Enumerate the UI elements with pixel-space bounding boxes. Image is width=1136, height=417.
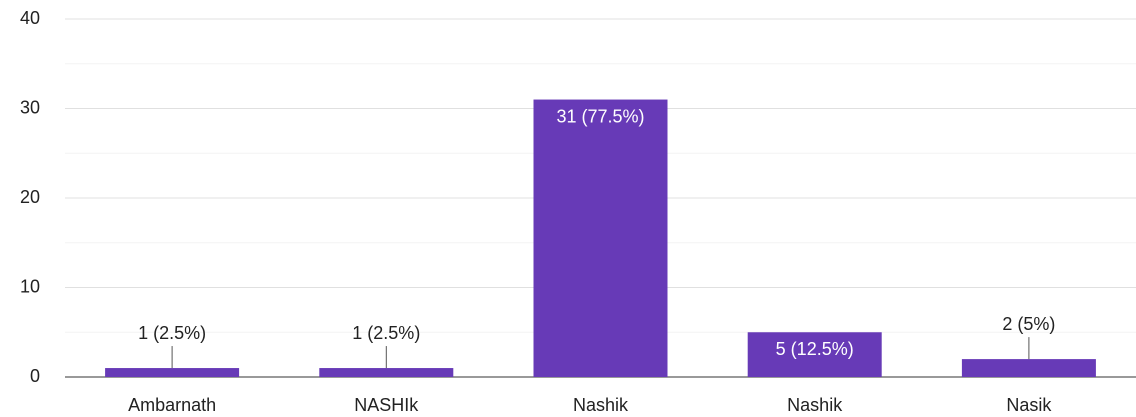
x-tick-label: Ambarnath xyxy=(128,395,216,415)
y-tick-label: 20 xyxy=(20,187,40,207)
y-tick-label: 10 xyxy=(20,276,40,296)
bar xyxy=(319,368,454,377)
x-tick-label: NASHIk xyxy=(354,395,419,415)
data-label: 5 (12.5%) xyxy=(776,339,854,359)
data-label: 1 (2.5%) xyxy=(352,323,420,343)
x-tick-label: Nasik xyxy=(1006,395,1052,415)
y-tick-label: 0 xyxy=(30,366,40,386)
bar xyxy=(105,368,240,377)
x-tick-label: Nashik xyxy=(573,395,629,415)
x-tick-label: Nashik xyxy=(787,395,843,415)
bar xyxy=(961,359,1096,377)
bar xyxy=(533,99,668,378)
bar xyxy=(747,332,882,377)
data-label: 1 (2.5%) xyxy=(138,323,206,343)
y-tick-label: 30 xyxy=(20,97,40,117)
y-tick-label: 40 xyxy=(20,8,40,28)
data-label: 31 (77.5%) xyxy=(556,106,644,126)
data-label: 2 (5%) xyxy=(1002,314,1055,334)
